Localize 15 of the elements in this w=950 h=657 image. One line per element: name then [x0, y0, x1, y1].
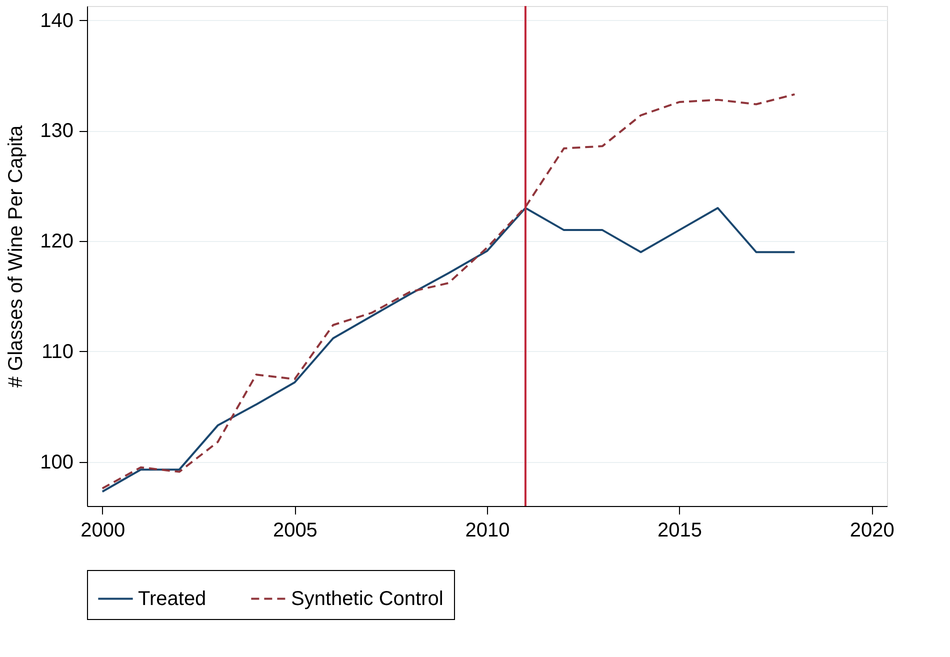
- x-tick-label: 2000: [80, 520, 126, 542]
- y-tick-label: 120: [40, 230, 74, 253]
- y-tick-label: 130: [40, 120, 74, 142]
- y-axis-title: # Glasses of Wine Per Capita: [5, 124, 28, 388]
- x-tick-label: 2010: [465, 520, 510, 542]
- y-tick-label: 100: [40, 451, 74, 474]
- x-tick-label: 2020: [850, 520, 894, 542]
- line-series: [101, 93, 796, 490]
- y-tick-label: 140: [40, 10, 74, 32]
- x-tick-label: 2015: [658, 520, 702, 542]
- legend-label: Treated: [138, 588, 206, 610]
- line-series: [101, 206, 796, 493]
- legend-label: Synthetic Control: [291, 588, 444, 610]
- x-tick-label: 2005: [272, 520, 318, 542]
- y-tick-label: 110: [42, 340, 74, 363]
